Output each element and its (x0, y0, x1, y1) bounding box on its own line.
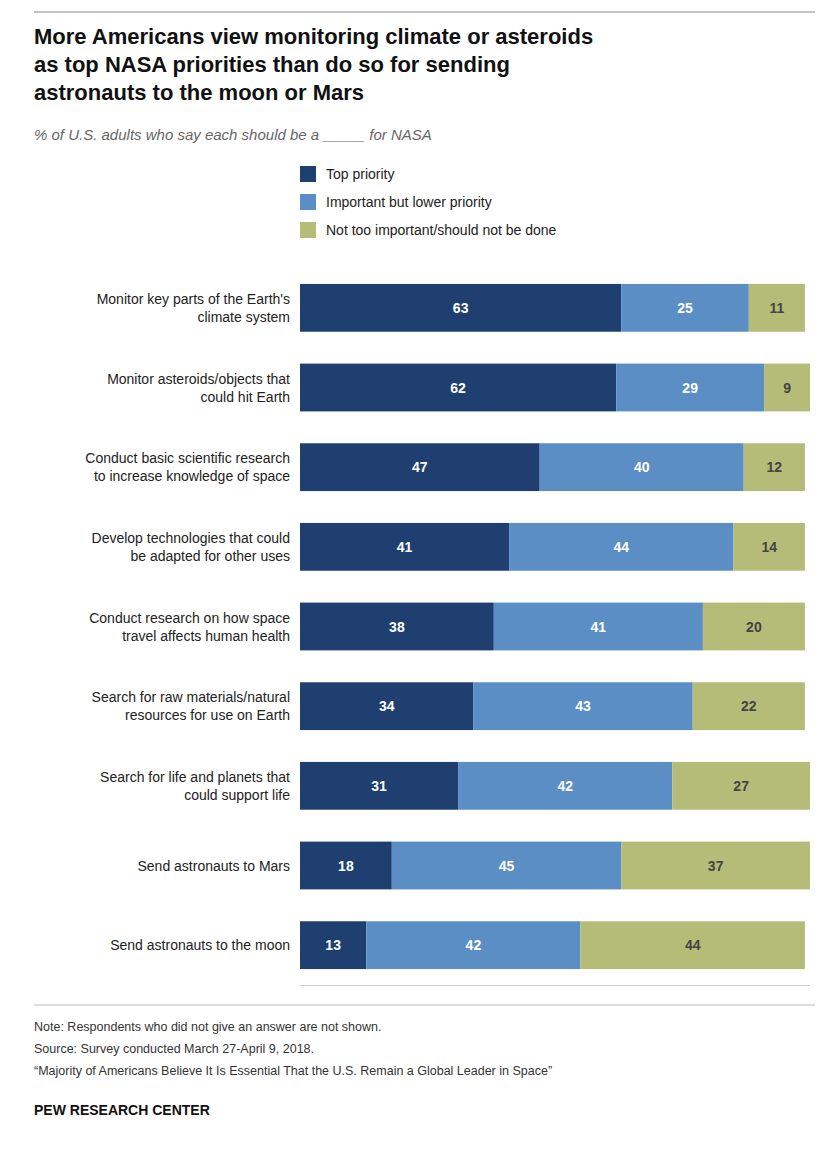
data-label: 22 (741, 698, 757, 714)
bar-segment (473, 682, 692, 730)
data-label: 20 (746, 619, 762, 635)
data-label: 41 (397, 539, 413, 555)
note: Source: Survey conducted March 27-April … (34, 1042, 314, 1056)
bar-segment (749, 284, 805, 332)
legend-label: Not too important/should not be done (326, 222, 557, 238)
bar-segment (366, 921, 580, 969)
data-label: 11 (769, 300, 784, 316)
chart: More Americans view monitoring climate o… (0, 0, 840, 1174)
data-label: 40 (634, 459, 650, 475)
data-label: 41 (591, 619, 607, 635)
data-label: 47 (412, 459, 428, 475)
legend-label: Important but lower priority (326, 194, 492, 210)
bar-segment (300, 682, 473, 730)
bar-segment (764, 364, 810, 412)
category-label: Send astronauts to the moon (110, 937, 290, 953)
data-label: 25 (677, 300, 693, 316)
background (0, 0, 840, 1174)
bar-segment (494, 603, 703, 651)
data-label: 63 (453, 300, 469, 316)
note: “Majority of Americans Believe It Is Ess… (34, 1064, 552, 1078)
footer-rule (34, 1005, 815, 1006)
data-label: 44 (685, 937, 701, 953)
legend-label: Top priority (326, 166, 394, 182)
note: Note: Respondents who did not give an an… (34, 1020, 381, 1034)
bar-segment (616, 364, 764, 412)
bar-segment (734, 523, 805, 571)
data-label: 38 (389, 619, 405, 635)
bar-segment (703, 603, 805, 651)
data-label: 12 (767, 459, 783, 475)
data-label: 29 (682, 380, 698, 396)
bar-segment (300, 762, 458, 810)
bar-segment (509, 523, 733, 571)
category-label: Search for raw materials/naturalresource… (92, 689, 290, 723)
data-label: 34 (379, 698, 395, 714)
bar-segment (581, 921, 805, 969)
legend-swatch (300, 194, 316, 210)
data-label: 13 (325, 937, 341, 953)
bar-segment (458, 762, 672, 810)
y-tick-labels: Monitor key parts of the Earth'sclimate … (85, 291, 290, 953)
legend: Top priority Important but lower priority… (300, 166, 557, 238)
bar-segment (300, 443, 540, 491)
bar-segment (693, 682, 805, 730)
category-label: Develop technologies that couldbe adapte… (92, 530, 290, 564)
data-label: 42 (466, 937, 482, 953)
bar-segment (540, 443, 744, 491)
data-label: 27 (733, 778, 749, 794)
category-label: Conduct research on how spacetravel affe… (89, 610, 290, 644)
source-label: PEW RESEARCH CENTER (34, 1102, 210, 1118)
data-label: 31 (371, 778, 387, 794)
category-label: Monitor asteroids/objects thatcould hit … (107, 371, 290, 405)
bar-segment (300, 364, 616, 412)
data-label: 37 (708, 858, 724, 874)
legend-swatch (300, 166, 316, 182)
category-label: Search for life and planets thatcould su… (100, 769, 290, 803)
category-label: Monitor key parts of the Earth'sclimate … (97, 291, 290, 325)
data-label: 14 (761, 539, 777, 555)
bar-segment (300, 603, 494, 651)
top-rule (34, 11, 815, 12)
data-label: 62 (450, 380, 466, 396)
data-labels: 63 25 11 62 29 9 47 40 12 41 44 14 38 41 20 34 43 22 31 42 2… (325, 300, 791, 953)
bar-segment (392, 842, 622, 890)
x-axis-line (300, 985, 810, 986)
bar-segment (744, 443, 805, 491)
bar-segment (621, 842, 810, 890)
bar-segment (300, 284, 621, 332)
bar-segment (621, 284, 749, 332)
category-label: Conduct basic scientific researchto incr… (85, 450, 290, 484)
bars (300, 284, 810, 969)
legend-swatch (300, 222, 316, 238)
data-label: 43 (575, 698, 591, 714)
subtitle: % of U.S. adults who say each should be … (34, 126, 432, 143)
data-label: 18 (338, 858, 354, 874)
data-label: 45 (499, 858, 515, 874)
bar-segment (300, 523, 509, 571)
bar-segment (300, 921, 366, 969)
title: More Americans view monitoring climate o… (34, 24, 593, 105)
bar-segment (300, 842, 392, 890)
data-label: 44 (614, 539, 630, 555)
data-label: 42 (557, 778, 573, 794)
category-label: Send astronauts to Mars (137, 858, 290, 874)
bar-segment (672, 762, 810, 810)
data-label: 9 (783, 380, 791, 396)
